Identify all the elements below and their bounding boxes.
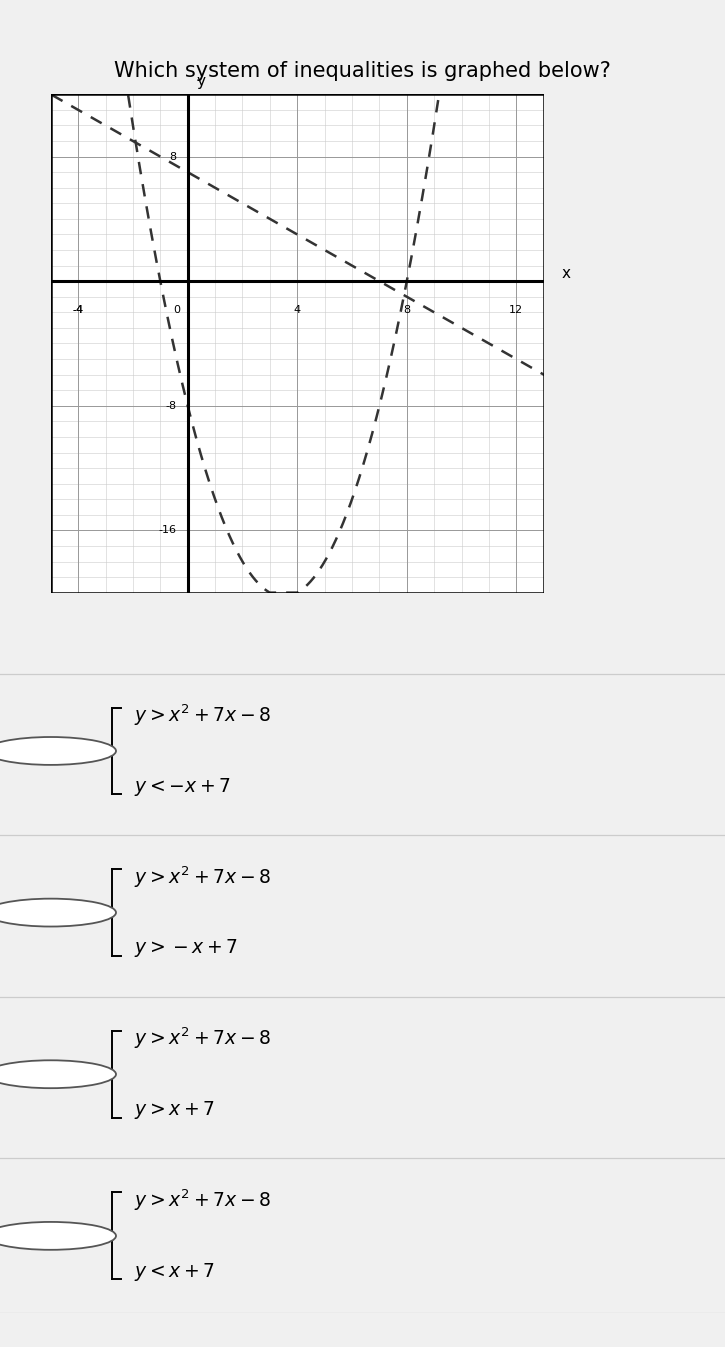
Text: $y < x + 7$: $y < x + 7$ bbox=[134, 1261, 215, 1282]
Text: $y > x + 7$: $y > x + 7$ bbox=[134, 1099, 215, 1121]
Text: 8: 8 bbox=[170, 152, 177, 162]
Text: $y < -x + 7$: $y < -x + 7$ bbox=[134, 776, 231, 797]
Text: y: y bbox=[197, 74, 206, 89]
Text: -4: -4 bbox=[72, 304, 83, 315]
Text: $y > x^2 + 7x - 8$: $y > x^2 + 7x - 8$ bbox=[134, 703, 271, 729]
Circle shape bbox=[0, 737, 116, 765]
Text: 4: 4 bbox=[294, 304, 301, 315]
Text: $y > x^2 + 7x - 8$: $y > x^2 + 7x - 8$ bbox=[134, 1026, 271, 1052]
Text: x: x bbox=[561, 265, 570, 282]
Circle shape bbox=[0, 898, 116, 927]
Text: -4: -4 bbox=[72, 304, 83, 315]
Text: $y > -x + 7$: $y > -x + 7$ bbox=[134, 938, 238, 959]
Text: $y > x^2 + 7x - 8$: $y > x^2 + 7x - 8$ bbox=[134, 1188, 271, 1214]
Text: 8: 8 bbox=[403, 304, 410, 315]
Text: -16: -16 bbox=[159, 525, 177, 535]
Text: $y > x^2 + 7x - 8$: $y > x^2 + 7x - 8$ bbox=[134, 865, 271, 890]
Text: 0: 0 bbox=[173, 304, 181, 315]
Text: 12: 12 bbox=[509, 304, 523, 315]
Circle shape bbox=[0, 1222, 116, 1250]
Circle shape bbox=[0, 1060, 116, 1088]
Text: -8: -8 bbox=[165, 401, 177, 411]
Text: Which system of inequalities is graphed below?: Which system of inequalities is graphed … bbox=[114, 61, 611, 81]
